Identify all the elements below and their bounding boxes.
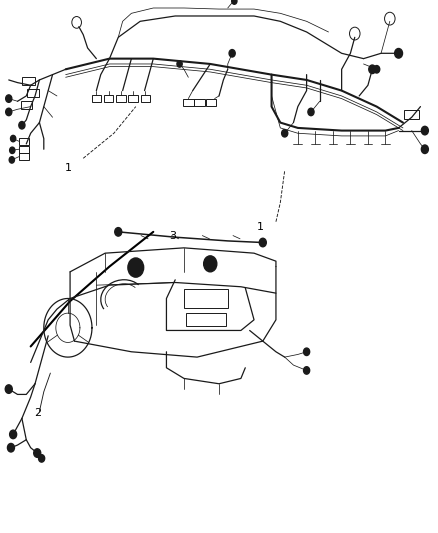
Bar (128, 95, 138, 102)
Circle shape (128, 258, 144, 277)
Circle shape (34, 449, 41, 457)
Circle shape (421, 145, 428, 154)
Bar (194, 99, 205, 106)
Bar (22, 77, 35, 85)
Circle shape (282, 130, 288, 137)
Bar (19, 138, 29, 144)
Circle shape (7, 443, 14, 452)
Bar (21, 101, 32, 109)
Bar (27, 89, 39, 97)
Circle shape (308, 108, 314, 116)
Circle shape (259, 238, 266, 247)
Circle shape (232, 0, 237, 4)
Circle shape (11, 135, 16, 142)
Text: 3: 3 (170, 231, 177, 240)
Circle shape (204, 256, 217, 272)
Circle shape (19, 122, 25, 129)
Circle shape (304, 348, 310, 356)
Circle shape (369, 65, 376, 74)
Circle shape (395, 49, 403, 58)
Text: 1: 1 (64, 163, 71, 173)
Circle shape (9, 157, 14, 163)
Bar (206, 99, 216, 106)
Circle shape (229, 50, 235, 57)
Circle shape (39, 455, 45, 462)
Bar (92, 95, 101, 102)
Circle shape (6, 108, 12, 116)
Circle shape (10, 147, 15, 154)
Bar (184, 289, 228, 308)
Bar (404, 110, 420, 119)
Bar (104, 95, 113, 102)
Bar (141, 95, 150, 102)
Circle shape (5, 385, 12, 393)
Bar (186, 313, 226, 326)
Bar (183, 99, 194, 106)
Circle shape (115, 228, 122, 236)
Bar (116, 95, 126, 102)
Text: 1: 1 (257, 222, 264, 231)
Circle shape (304, 367, 310, 374)
Circle shape (374, 66, 380, 73)
Circle shape (6, 95, 12, 102)
Circle shape (10, 430, 17, 439)
Text: 2: 2 (34, 408, 41, 418)
Circle shape (421, 126, 428, 135)
Circle shape (177, 61, 182, 67)
Bar (19, 146, 29, 152)
Bar (19, 153, 29, 160)
